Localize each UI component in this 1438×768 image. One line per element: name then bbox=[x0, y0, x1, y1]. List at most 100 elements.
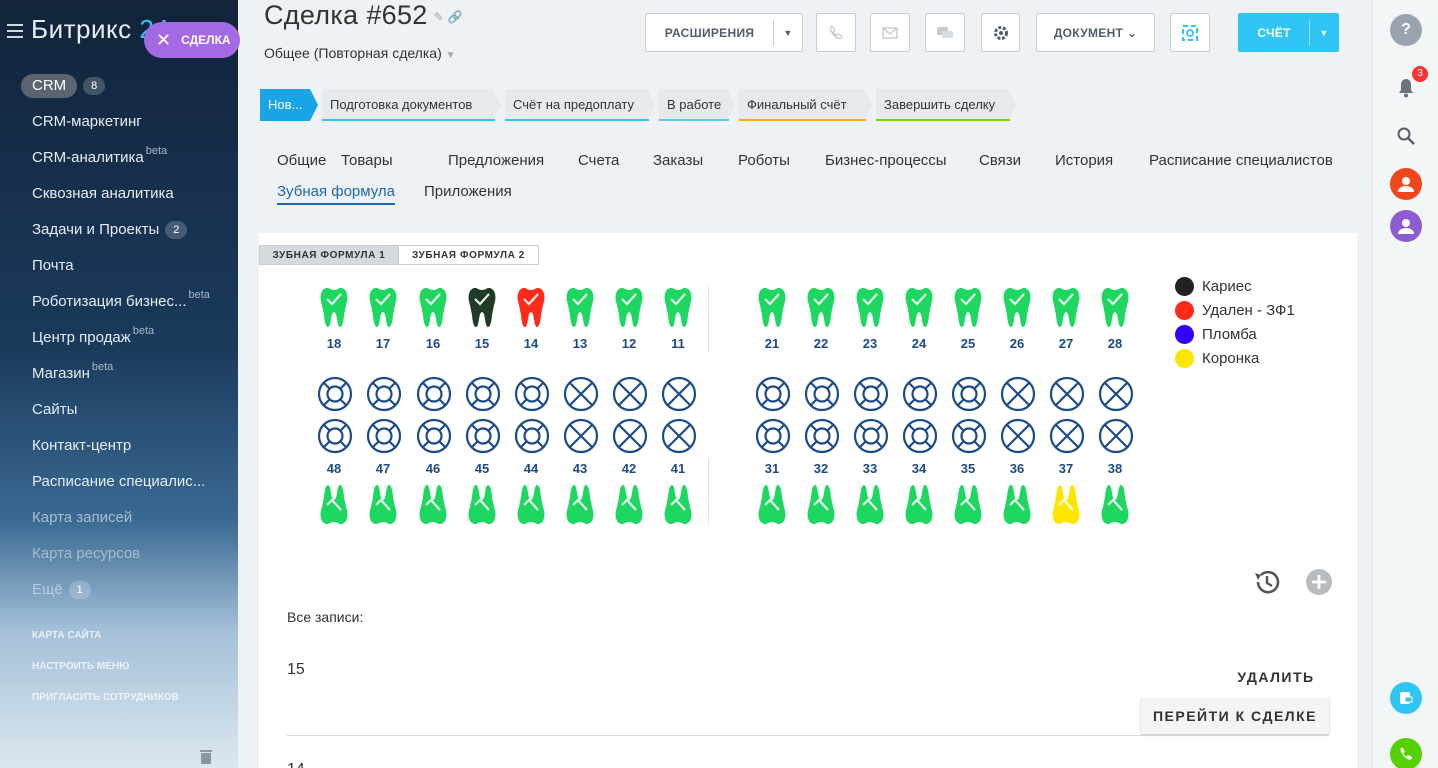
delete-button[interactable]: УДАЛИТЬ bbox=[1237, 669, 1315, 685]
call-button[interactable] bbox=[816, 13, 856, 52]
sidebar-item[interactable]: CRM-аналитика beta bbox=[0, 140, 238, 176]
root-ring-icon[interactable] bbox=[365, 375, 409, 413]
tooth-17[interactable] bbox=[366, 285, 400, 329]
tooth-22[interactable] bbox=[804, 285, 838, 329]
sidebar-item[interactable]: Почта bbox=[0, 248, 238, 284]
tooth-24[interactable] bbox=[902, 285, 936, 329]
root-ring-icon[interactable] bbox=[365, 417, 409, 455]
root-ring-icon[interactable] bbox=[316, 417, 360, 455]
tooth-25[interactable] bbox=[951, 285, 985, 329]
tooth-48[interactable] bbox=[317, 483, 351, 527]
crossed-circle-icon[interactable] bbox=[562, 375, 606, 413]
root-ring-icon[interactable] bbox=[901, 417, 945, 455]
tooth-45[interactable] bbox=[465, 483, 499, 527]
tab-dental-formula-1[interactable]: ЗУБНАЯ ФОРМУЛА 1 bbox=[259, 245, 399, 265]
extensions-button[interactable]: РАСШИРЕНИЯ ▼ bbox=[645, 13, 803, 52]
tab-item[interactable]: Связи bbox=[979, 152, 1022, 169]
root-ring-icon[interactable] bbox=[464, 417, 508, 455]
phone-call-button[interactable] bbox=[1390, 738, 1422, 768]
stage-2[interactable]: Подготовка документов bbox=[322, 89, 501, 121]
stage-3[interactable]: Счёт на предоплату bbox=[505, 89, 655, 121]
root-ring-icon[interactable] bbox=[803, 417, 847, 455]
tooth-38[interactable] bbox=[1098, 483, 1132, 527]
trash-icon[interactable] bbox=[199, 747, 213, 765]
tooth-28[interactable] bbox=[1098, 285, 1132, 329]
root-ring-icon[interactable] bbox=[852, 375, 896, 413]
sidebar-footer-link[interactable]: НАСТРОИТЬ МЕНЮ bbox=[32, 661, 130, 672]
tab-item[interactable]: Общие bbox=[277, 152, 327, 169]
tooth-42[interactable] bbox=[612, 483, 646, 527]
caret-down-icon[interactable]: ▼ bbox=[783, 27, 793, 38]
search-button[interactable] bbox=[1390, 120, 1422, 152]
deal-category-select[interactable]: Общее (Повторная сделка) ▼ bbox=[264, 45, 456, 61]
tab-item[interactable]: Предложения bbox=[448, 152, 545, 169]
crossed-circle-icon[interactable] bbox=[660, 375, 704, 413]
close-deal-chip[interactable]: ✕ СДЕЛКА bbox=[144, 22, 240, 58]
tooth-13[interactable] bbox=[563, 285, 597, 329]
tab-item[interactable]: Расписание специалистов bbox=[1149, 152, 1333, 169]
tooth-12[interactable] bbox=[612, 285, 646, 329]
root-ring-icon[interactable] bbox=[950, 417, 994, 455]
root-ring-icon[interactable] bbox=[950, 375, 994, 413]
crossed-circle-icon[interactable] bbox=[1048, 375, 1092, 413]
tooth-21[interactable] bbox=[755, 285, 789, 329]
invoice-button[interactable]: СЧЁТ ▼ bbox=[1238, 13, 1339, 52]
tooth-36[interactable] bbox=[1000, 483, 1034, 527]
root-ring-icon[interactable] bbox=[513, 375, 557, 413]
tooth-26[interactable] bbox=[1000, 285, 1034, 329]
tooth-32[interactable] bbox=[804, 483, 838, 527]
go-to-deal-button[interactable]: ПЕРЕЙТИ К СДЕЛКЕ bbox=[1141, 698, 1329, 734]
root-ring-icon[interactable] bbox=[415, 375, 459, 413]
stage-4[interactable]: В работе bbox=[659, 89, 735, 121]
sidebar-item[interactable]: Центр продаж beta bbox=[0, 320, 238, 356]
tooth-47[interactable] bbox=[366, 483, 400, 527]
sidebar-item[interactable]: Сайты bbox=[0, 392, 238, 428]
chat-button[interactable] bbox=[925, 13, 965, 52]
sidebar-item[interactable]: CRM-маркетинг bbox=[0, 104, 238, 140]
sync-button[interactable] bbox=[1170, 13, 1210, 52]
root-ring-icon[interactable] bbox=[754, 417, 798, 455]
tooth-41[interactable] bbox=[661, 483, 695, 527]
tooth-31[interactable] bbox=[755, 483, 789, 527]
caret-down-icon[interactable]: ▼ bbox=[1319, 27, 1329, 38]
sidebar-item[interactable]: Расписание специалис... bbox=[0, 464, 238, 500]
crossed-circle-icon[interactable] bbox=[1097, 417, 1141, 455]
tooth-16[interactable] bbox=[416, 285, 450, 329]
root-ring-icon[interactable] bbox=[852, 417, 896, 455]
document-button[interactable]: ДОКУМЕНТ ⌄ bbox=[1036, 13, 1155, 52]
crossed-circle-icon[interactable] bbox=[999, 375, 1043, 413]
crossed-circle-icon[interactable] bbox=[660, 417, 704, 455]
tooth-23[interactable] bbox=[853, 285, 887, 329]
tooth-11[interactable] bbox=[661, 285, 695, 329]
sidebar-footer-link[interactable]: ПРИГЛАСИТЬ СОТРУДНИКОВ bbox=[32, 692, 179, 703]
history-icon[interactable] bbox=[1252, 567, 1282, 597]
stage-5[interactable]: Финальный счёт bbox=[739, 89, 872, 121]
stage-6[interactable]: Завершить сделку bbox=[876, 89, 1016, 121]
root-ring-icon[interactable] bbox=[513, 417, 557, 455]
root-ring-icon[interactable] bbox=[415, 417, 459, 455]
tooth-37[interactable] bbox=[1049, 483, 1083, 527]
tooth-35[interactable] bbox=[951, 483, 985, 527]
close-icon[interactable]: ✕ bbox=[156, 29, 172, 50]
menu-toggle-icon[interactable] bbox=[7, 24, 23, 38]
notifications-button[interactable]: 3 bbox=[1390, 66, 1428, 104]
sidebar-item[interactable]: Магазин beta bbox=[0, 356, 238, 392]
sidebar-item[interactable]: Карта ресурсов bbox=[0, 536, 238, 572]
sidebar-item[interactable]: Задачи и Проекты 2 bbox=[0, 212, 238, 248]
add-icon[interactable] bbox=[1305, 568, 1333, 596]
tab-item[interactable]: Бизнес-процессы bbox=[825, 152, 947, 169]
crossed-circle-icon[interactable] bbox=[611, 417, 655, 455]
root-ring-icon[interactable] bbox=[464, 375, 508, 413]
tooth-43[interactable] bbox=[563, 483, 597, 527]
tooth-44[interactable] bbox=[514, 483, 548, 527]
user-avatar-purple[interactable] bbox=[1390, 210, 1422, 242]
crossed-circle-icon[interactable] bbox=[999, 417, 1043, 455]
crossed-circle-icon[interactable] bbox=[1048, 417, 1092, 455]
tab-item[interactable]: История bbox=[1055, 152, 1114, 169]
tooth-46[interactable] bbox=[416, 483, 450, 527]
tooth-33[interactable] bbox=[853, 483, 887, 527]
sidebar-footer-link[interactable]: КАРТА САЙТА bbox=[32, 630, 102, 641]
tab-item[interactable]: Заказы bbox=[653, 152, 704, 169]
tab-item[interactable]: Роботы bbox=[738, 152, 790, 169]
sidebar-item[interactable]: Сквозная аналитика bbox=[0, 176, 238, 212]
